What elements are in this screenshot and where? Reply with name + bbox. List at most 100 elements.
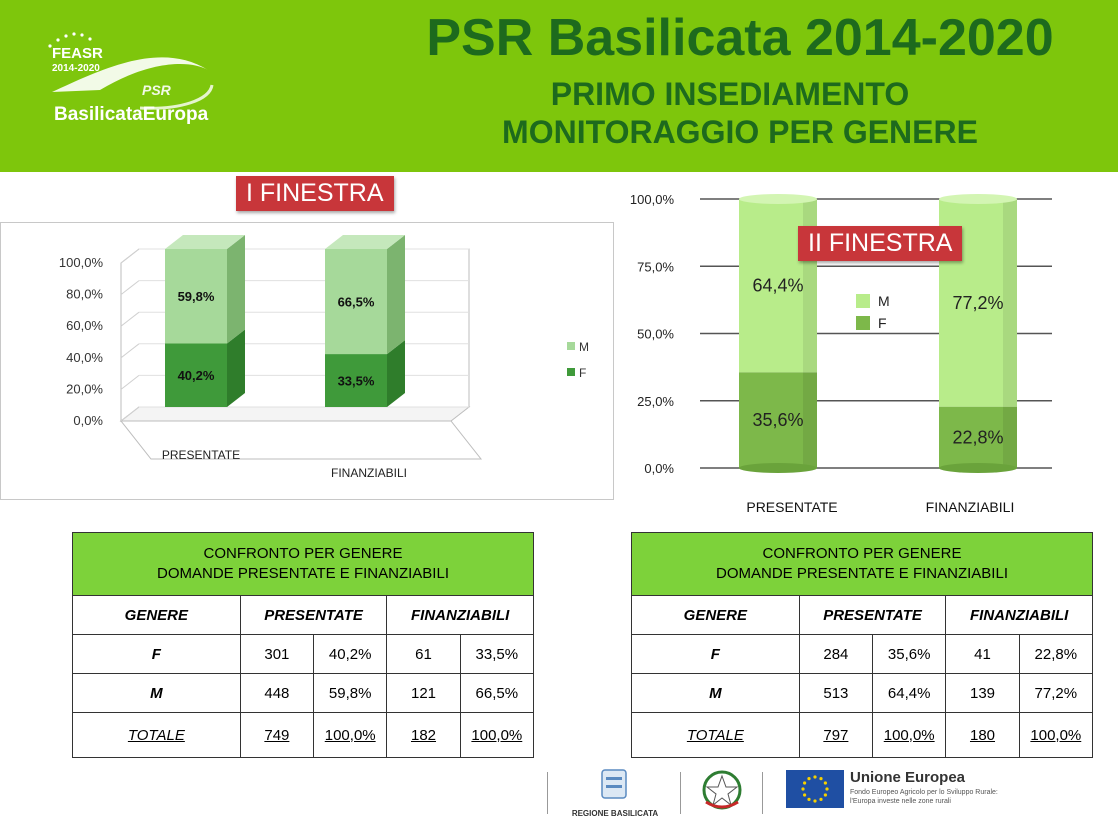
eu-star-icon [823, 793, 827, 797]
cell-count: 797 [798, 712, 874, 758]
cell-percent: 100,0% [459, 712, 535, 758]
cell-percent: 100,0% [313, 712, 388, 758]
cell-percent: 40,2% [313, 634, 388, 674]
second-window-label: II FINESTRA [798, 226, 963, 261]
legend-swatch-m [856, 294, 870, 308]
bar-shading [1003, 199, 1017, 407]
col-header-presentate: PRESENTATE [798, 595, 947, 635]
bar-top [739, 194, 817, 204]
cell-count: 749 [239, 712, 315, 758]
bar-shading [1003, 406, 1017, 468]
col-header-genere: GENERE [72, 595, 241, 635]
bar-segment-m [325, 249, 387, 355]
y-tick-label: 100,0% [59, 255, 104, 270]
legend-swatch-f [567, 368, 575, 376]
y-tick-label: 60,0% [66, 318, 103, 333]
eu-star-icon [825, 787, 829, 791]
cell-count: 284 [798, 634, 874, 674]
bar-bottom [939, 463, 1017, 473]
cell-genere: TOTALE [72, 712, 241, 758]
col-header-finanziabili: FINANZIABILI [945, 595, 1093, 635]
bar-top [325, 235, 405, 249]
eu-star-icon [803, 793, 807, 797]
logo-psr-text: PSR [142, 82, 171, 98]
cell-count: 61 [386, 634, 461, 674]
cell-count: 513 [798, 673, 874, 713]
regione-shield-icon [601, 769, 627, 799]
bar-shading [803, 372, 817, 468]
cell-percent: 59,8% [313, 673, 388, 713]
data-label: 22,8% [952, 427, 1003, 447]
eu-star-icon [819, 797, 823, 801]
legend-swatch-m [567, 342, 575, 350]
col-header-finanziabili: FINANZIABILI [386, 595, 534, 635]
bar-segment-m [165, 249, 227, 344]
cell-percent: 77,2% [1018, 673, 1094, 713]
bar-segment-f [939, 406, 1017, 468]
logo-years-text: 2014-2020 [52, 63, 100, 74]
first-window-label: I FINESTRA [236, 176, 394, 211]
cell-genere: M [631, 673, 800, 713]
logo-feasr-text: FEASR [52, 45, 103, 62]
cell-percent: 64,4% [872, 673, 947, 713]
bar-segment-f [325, 354, 387, 407]
table-row-total: TOTALE 797 100,0% 180 100,0% [631, 712, 1094, 758]
cell-percent: 66,5% [459, 673, 535, 713]
bar-side-f [387, 340, 405, 407]
cell-count: 41 [945, 634, 1020, 674]
x-tick-label: FINANZIABILI [331, 466, 407, 480]
data-label: 33,5% [338, 374, 375, 389]
eu-subtitle-1: Fondo Europeo Agricolo per lo Sviluppo R… [850, 789, 998, 796]
y-tick-label: 20,0% [66, 381, 103, 396]
y-tick-label: 50,0% [637, 327, 674, 342]
eu-star-icon [807, 777, 811, 781]
cell-count: 182 [386, 712, 461, 758]
table-title-line-1: CONFRONTO PER GENERE [762, 545, 962, 562]
eu-star-icon [813, 775, 817, 779]
bar-side-m [227, 235, 245, 344]
eu-star-icon [813, 799, 817, 803]
y-tick-label: 25,0% [637, 394, 674, 409]
cell-percent: 22,8% [1018, 634, 1094, 674]
footer-divider [680, 772, 681, 814]
regione-text: REGIONE BASILICATA [571, 809, 659, 818]
data-label: 35,6% [752, 410, 803, 430]
bar-top [165, 235, 245, 249]
cell-genere: M [72, 673, 241, 713]
cell-count: 180 [945, 712, 1020, 758]
eu-star-icon [819, 777, 823, 781]
y-tick-label: 75,0% [637, 259, 674, 274]
cell-genere: F [72, 634, 241, 674]
page-subtitle-1: PRIMO INSEDIAMENTO [550, 76, 910, 112]
bar-top [939, 194, 1017, 204]
table-title: CONFRONTO PER GENERE DOMANDE PRESENTATE … [631, 532, 1093, 596]
logo-swoosh-icon [48, 32, 214, 110]
x-tick-label: PRESENTATE [162, 448, 240, 462]
page-title: PSR Basilicata 2014-2020 [426, 9, 1054, 67]
gridline [120, 375, 140, 390]
cell-genere: TOTALE [631, 712, 800, 758]
chart-first-window: 0,0% 20,0% 40,0% 60,0% 80,0% 100,0% 40,2% 59,8%… [0, 222, 614, 500]
table-row: F 284 35,6% 41 22,8% [631, 634, 1094, 674]
italian-emblem [700, 768, 750, 818]
gridline [120, 343, 140, 359]
col-header-genere: GENERE [631, 595, 800, 635]
logo-brand-text: BasilicataEuropa [54, 104, 209, 125]
chart-floor-front [119, 420, 483, 460]
cell-count: 121 [386, 673, 461, 713]
data-label: 77,2% [952, 293, 1003, 313]
table-second-window: CONFRONTO PER GENERE DOMANDE PRESENTATE … [631, 532, 1094, 758]
cell-percent: 35,6% [872, 634, 947, 674]
table-title: CONFRONTO PER GENERE DOMANDE PRESENTATE … [72, 532, 534, 596]
y-tick-label: 0,0% [73, 413, 103, 428]
table-title-line-2: DOMANDE PRESENTATE E FINANZIABILI [716, 565, 1008, 582]
gridline [120, 280, 140, 295]
footer-divider [762, 772, 763, 814]
table-title-line-1: CONFRONTO PER GENERE [203, 545, 403, 562]
eu-logo: Unione Europea Fondo Europeo Agricolo pe… [786, 768, 1086, 818]
gridline [120, 311, 140, 327]
data-label: 66,5% [338, 295, 375, 310]
table-row: M 448 59,8% 121 66,5% [72, 673, 535, 713]
legend-label: F [878, 315, 887, 331]
cell-count: 301 [239, 634, 315, 674]
